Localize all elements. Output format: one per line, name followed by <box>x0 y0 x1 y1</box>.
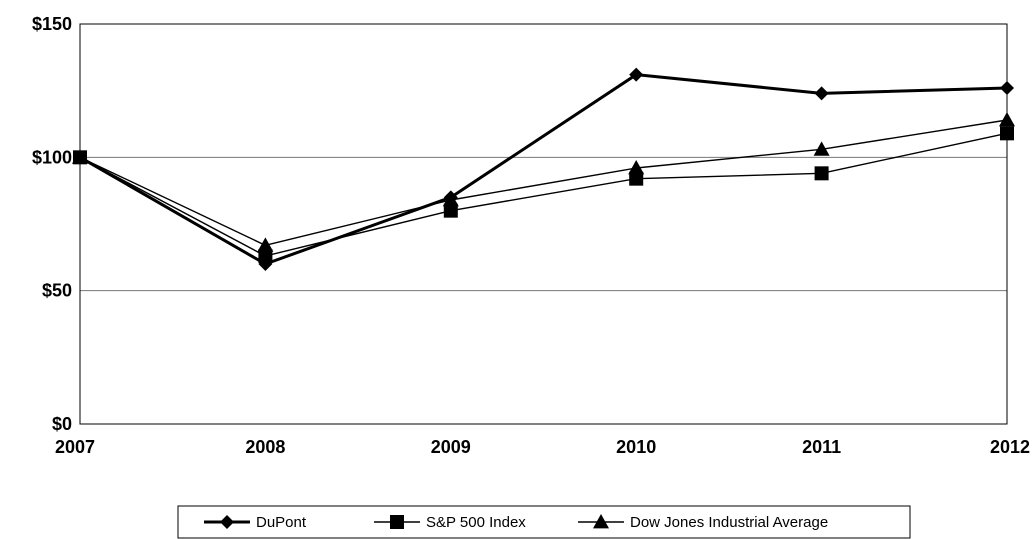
legend-label: S&P 500 Index <box>426 514 526 531</box>
series-line <box>79 132 1008 257</box>
legend-label: DuPont <box>256 514 307 531</box>
data-point <box>1000 126 1014 141</box>
x-tick-label: 2010 <box>616 437 656 457</box>
series-diamond <box>73 67 1014 271</box>
y-tick-label: $150 <box>32 14 72 34</box>
plot-area <box>79 23 1008 425</box>
legend-entry: S&P 500 Index <box>374 514 526 531</box>
data-point <box>629 171 644 186</box>
data-point <box>1000 81 1014 95</box>
data-point <box>813 141 830 156</box>
gridlines <box>80 156 1007 292</box>
data-point <box>258 249 273 263</box>
legend-marker <box>220 515 234 529</box>
data-point <box>443 203 458 218</box>
data-point <box>257 237 274 252</box>
x-tick-label: 2008 <box>245 437 285 457</box>
y-axis: $0 $50 $100 $150 <box>32 14 72 434</box>
y-tick-label: $50 <box>42 281 72 301</box>
data-point <box>73 150 87 165</box>
x-tick-label: 2007 <box>55 437 95 457</box>
data-point <box>999 112 1015 127</box>
legend: DuPont S&P 500 Index Dow Jones Industrial … <box>177 505 911 539</box>
data-point <box>443 190 458 205</box>
x-tick-label: 2011 <box>802 437 841 457</box>
series-triangle <box>72 112 1015 252</box>
legend-marker <box>390 515 404 529</box>
legend-entry: DuPont <box>204 514 307 531</box>
data-point <box>628 160 645 175</box>
series-line <box>79 119 1008 247</box>
data-point <box>814 86 829 101</box>
legend-marker <box>593 514 609 529</box>
data-point <box>629 67 644 82</box>
data-point <box>258 257 273 271</box>
legend-label: Dow Jones Industrial Average <box>630 514 828 531</box>
x-tick-label: 2012 <box>990 437 1030 457</box>
legend-box <box>177 505 911 539</box>
series-square <box>73 126 1014 263</box>
x-axis: 2007 2008 2009 2010 2011 2012 <box>55 437 1030 457</box>
series-lines <box>72 67 1015 271</box>
series-line <box>79 73 1008 266</box>
y-tick-label: $100 <box>32 147 72 167</box>
x-tick-label: 2009 <box>431 437 471 457</box>
y-tick-label: $0 <box>52 414 72 434</box>
data-point <box>814 166 829 181</box>
legend-entry: Dow Jones Industrial Average <box>578 514 828 531</box>
